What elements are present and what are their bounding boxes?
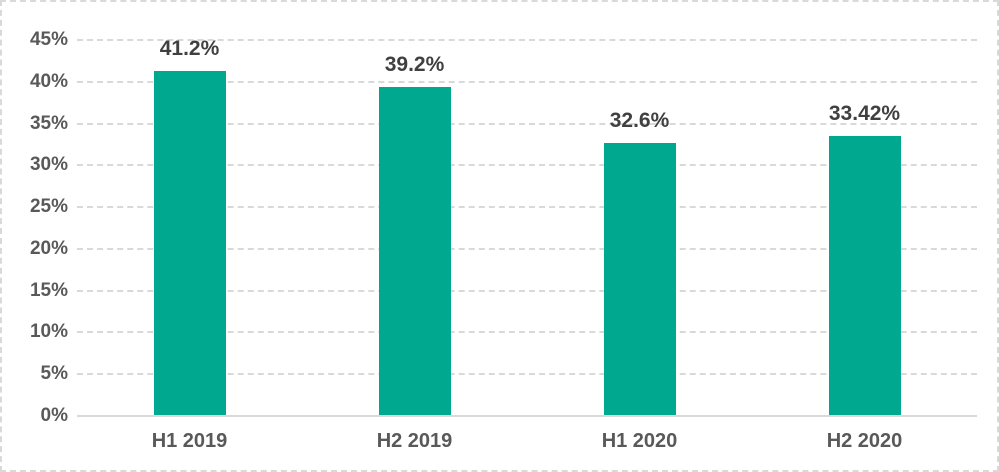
gridline-15%	[77, 289, 977, 292]
data-label: 39.2%	[384, 53, 445, 77]
x-axis: H1 2019 H2 2019 H1 2020 H2 2020	[77, 429, 977, 459]
gridline-35%	[77, 122, 977, 125]
bar-column-H2 2020: 33.42%	[752, 39, 977, 415]
x-tick-label-H1 2019: H1 2019	[151, 430, 228, 452]
gridline-25%	[77, 206, 977, 209]
y-tick-label: 10%	[29, 321, 68, 343]
x-tick-label-H2 2019: H2 2019	[376, 430, 453, 452]
y-tick-label: 30%	[29, 154, 68, 176]
plot-area: 41.2% 39.2% 32.6% 33.42%	[77, 36, 977, 417]
bar-column-H1 2019: 41.2%	[77, 36, 302, 415]
y-tick-label: 5%	[40, 363, 68, 385]
bar-column-H2 2019: 39.2%	[302, 39, 527, 415]
gridline-10%	[77, 331, 977, 334]
y-tick-label: 45%	[29, 29, 68, 50]
bar-H2 2019[interactable]	[378, 87, 451, 415]
x-tick-label-H1 2020: H1 2020	[601, 430, 678, 452]
gridline-5%	[77, 373, 977, 376]
data-label: 32.6%	[609, 108, 670, 132]
gridline-30%	[77, 164, 977, 167]
gridline-20%	[77, 247, 977, 250]
bar-column-H1 2020: 32.6%	[527, 39, 752, 415]
bar-H2 2020[interactable]	[828, 135, 901, 415]
gridline-40%	[77, 80, 977, 83]
x-tick-label-H2 2020: H2 2020	[826, 430, 903, 452]
data-label: 41.2%	[159, 36, 220, 60]
bar-H1 2019[interactable]	[153, 70, 226, 415]
gridline-45%	[77, 39, 977, 41]
y-tick-label: 0%	[40, 405, 68, 426]
gridline-0%	[77, 415, 977, 417]
bar-H1 2020[interactable]	[603, 142, 676, 415]
y-tick-label: 35%	[29, 112, 68, 134]
y-tick-label: 15%	[29, 279, 68, 301]
y-tick-label: 20%	[29, 237, 68, 259]
y-tick-label: 25%	[29, 196, 68, 218]
y-tick-label: 40%	[29, 70, 68, 92]
data-label: 33.42%	[828, 101, 901, 125]
